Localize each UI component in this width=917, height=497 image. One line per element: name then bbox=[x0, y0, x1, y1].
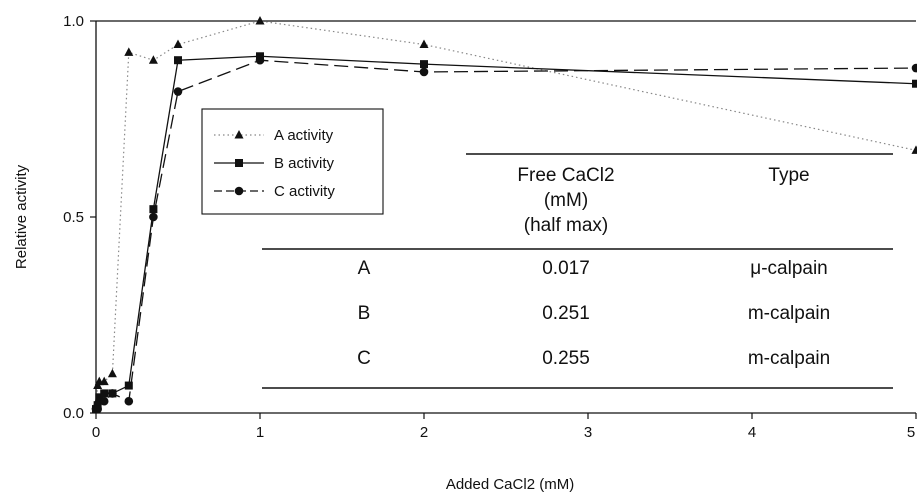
legend-entry: C activity bbox=[214, 183, 335, 200]
axes: 0 1 2 3 4 5 0.0 0.5 1.0 bbox=[63, 13, 917, 441]
data-point-circle bbox=[419, 67, 429, 77]
table-header-cell: (mM) bbox=[544, 190, 588, 211]
legend-label: A activity bbox=[274, 127, 334, 144]
data-point-circle bbox=[234, 186, 244, 196]
data-point-square bbox=[420, 60, 428, 69]
x-tick-label: 2 bbox=[420, 424, 428, 441]
legend-label: B activity bbox=[274, 155, 335, 172]
series-layer bbox=[91, 16, 917, 414]
y-axis-label: Relative activity bbox=[13, 164, 30, 269]
data-point-triangle bbox=[911, 145, 917, 154]
y-tick-label: 0.0 bbox=[63, 405, 84, 422]
data-point-triangle bbox=[148, 55, 158, 64]
data-point-triangle bbox=[255, 16, 265, 25]
table-cell: C bbox=[357, 348, 371, 369]
y-tick-label: 1.0 bbox=[63, 13, 84, 30]
table-header-cell: Free CaCl2 bbox=[517, 165, 614, 186]
data-point-triangle bbox=[419, 39, 429, 49]
data-point-square bbox=[100, 389, 109, 398]
data-point-triangle bbox=[107, 368, 117, 378]
x-tick-label: 5 bbox=[907, 424, 915, 441]
x-axis-label: Added CaCl2 (mM) bbox=[446, 476, 574, 493]
legend-entry: B activity bbox=[214, 155, 335, 172]
table-cell: m-calpain bbox=[748, 303, 830, 324]
x-tick-label: 4 bbox=[748, 424, 756, 441]
data-point-circle bbox=[911, 63, 917, 73]
table-cell: B bbox=[358, 303, 371, 324]
inset-table: Free CaCl2 (mM) (half max) Type A 0.017 μ-calp… bbox=[262, 153, 893, 389]
table-header-cell: Type bbox=[768, 165, 809, 186]
data-point-circle bbox=[255, 55, 265, 65]
legend-entry: A activity bbox=[214, 127, 334, 144]
x-tick-label: 3 bbox=[584, 424, 592, 441]
table-cell: 0.255 bbox=[542, 348, 590, 369]
table-cell: μ-calpain bbox=[750, 258, 827, 279]
data-point-circle bbox=[149, 212, 158, 222]
table-cell: 0.251 bbox=[542, 303, 590, 324]
data-point-square bbox=[124, 381, 133, 390]
data-point-triangle bbox=[173, 39, 183, 49]
x-tick-label: 0 bbox=[92, 424, 100, 441]
data-point-square bbox=[235, 159, 243, 167]
table-cell: m-calpain bbox=[748, 348, 830, 369]
data-point-square bbox=[174, 56, 182, 65]
y-tick-label: 0.5 bbox=[63, 209, 84, 226]
series-c bbox=[91, 55, 917, 414]
x-tick-label: 1 bbox=[256, 424, 264, 441]
legend-label: C activity bbox=[274, 183, 335, 200]
data-point-circle bbox=[108, 389, 117, 398]
data-point-square bbox=[149, 205, 158, 214]
data-point-square bbox=[912, 79, 917, 88]
data-point-triangle bbox=[234, 130, 244, 139]
legend-box bbox=[201, 108, 384, 215]
data-point-circle bbox=[124, 396, 134, 406]
data-point-circle bbox=[93, 404, 102, 414]
table-cell: A bbox=[358, 258, 371, 279]
data-point-triangle bbox=[99, 376, 109, 386]
table-cell: 0.017 bbox=[542, 258, 590, 279]
data-point-triangle bbox=[124, 47, 134, 56]
data-point-circle bbox=[173, 87, 183, 96]
table-header-cell: (half max) bbox=[524, 215, 608, 236]
data-point-circle bbox=[99, 396, 109, 406]
legend: A activity B activity C activity bbox=[201, 108, 384, 215]
